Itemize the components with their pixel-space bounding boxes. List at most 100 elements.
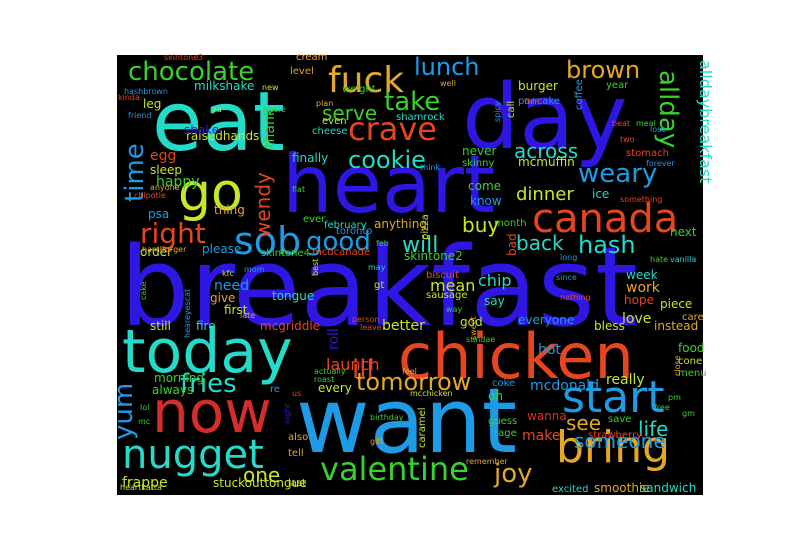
word-hash: hash bbox=[578, 231, 636, 259]
word-vanilla: vanilla bbox=[670, 255, 696, 264]
word-alldaybreakfast: alldaybreakfast bbox=[696, 60, 715, 183]
word-rage: rage bbox=[494, 428, 517, 439]
word-start: start bbox=[562, 372, 664, 423]
word-best: best bbox=[311, 259, 320, 276]
word-day: day bbox=[462, 65, 628, 170]
word-eat: eat bbox=[152, 75, 285, 170]
word-mcmuffin: mcmuffin bbox=[518, 155, 575, 169]
word-tongue: tongue bbox=[272, 289, 314, 303]
word-oh: oh bbox=[488, 389, 503, 403]
word-launch: launch bbox=[326, 355, 379, 374]
word-across: across bbox=[514, 139, 578, 163]
word-roll: roll bbox=[326, 328, 342, 350]
word-spicy: spicy bbox=[493, 101, 502, 122]
word-nugget: nugget bbox=[122, 432, 264, 478]
word-work: work bbox=[626, 280, 661, 296]
word-sob: sob bbox=[234, 219, 301, 263]
word-better: better bbox=[382, 318, 425, 334]
word-piece: piece bbox=[660, 297, 692, 311]
word-save: save bbox=[608, 414, 631, 425]
word-bad: bad bbox=[505, 233, 519, 256]
word-shamrock: shamrock bbox=[396, 112, 445, 123]
word-ice: ice bbox=[592, 187, 609, 201]
word-feb: feb bbox=[376, 239, 389, 248]
word-valentine: valentine bbox=[320, 450, 469, 488]
word-god: god bbox=[460, 315, 483, 329]
word-last: last bbox=[288, 478, 306, 489]
word-menu: menu bbox=[678, 368, 707, 379]
word-happy: happy bbox=[156, 174, 200, 190]
word-ill: ill bbox=[352, 355, 374, 385]
word-anything: anything bbox=[374, 217, 427, 231]
word-brown: brown bbox=[566, 56, 640, 84]
word-something: something bbox=[620, 195, 662, 204]
word-tell: tell bbox=[288, 448, 304, 459]
word-fire: fire bbox=[196, 319, 216, 333]
word-go: go bbox=[178, 163, 243, 223]
word-time: time bbox=[120, 143, 150, 202]
word-morning: morning bbox=[154, 371, 204, 385]
word-february: february bbox=[324, 220, 367, 231]
word-sausage: sausage bbox=[426, 290, 468, 301]
word-want: want bbox=[296, 369, 517, 474]
word-beat: beat bbox=[612, 119, 630, 128]
word-ever: ever bbox=[303, 214, 326, 225]
word-year: year bbox=[606, 80, 629, 91]
word-weary: weary bbox=[578, 159, 657, 189]
word-sandwich: sandwich bbox=[640, 481, 696, 495]
word-good: good bbox=[306, 227, 371, 257]
word-joy: joy bbox=[493, 459, 533, 489]
word-bring: bring bbox=[556, 422, 670, 473]
word-mcdonald: mcdonald bbox=[530, 378, 599, 394]
word-kinda: kinda bbox=[118, 93, 140, 102]
word-buy: buy bbox=[462, 213, 499, 237]
word-coke: coke bbox=[492, 378, 515, 389]
word-coffee: coffee bbox=[574, 79, 585, 110]
word-back: back bbox=[516, 231, 564, 255]
word-late: late bbox=[240, 311, 255, 320]
word-since: since bbox=[556, 273, 577, 282]
word-anyone: anyone bbox=[150, 183, 180, 192]
word-nothing: nothing bbox=[560, 293, 591, 302]
word-gift: gift bbox=[370, 437, 383, 446]
word-close: close bbox=[673, 355, 682, 376]
word-canada: canada bbox=[532, 196, 678, 242]
word-come: come bbox=[468, 179, 501, 193]
word-ya: ya bbox=[212, 105, 222, 114]
word-chipotle: chipotle bbox=[134, 191, 166, 200]
word-allday: allday bbox=[653, 70, 683, 148]
word-night: night bbox=[283, 403, 292, 424]
word-lose: lose bbox=[650, 125, 666, 134]
word-finally: finally bbox=[292, 151, 328, 165]
word-never: never bbox=[462, 144, 496, 158]
word-psa: psa bbox=[148, 207, 169, 221]
word-also: also bbox=[288, 432, 308, 443]
word-fries: fries bbox=[180, 369, 237, 399]
word-skintone2: skintone2 bbox=[404, 249, 463, 263]
word-need: need bbox=[214, 278, 249, 294]
word-instead: instead bbox=[654, 319, 698, 333]
word-wanna: wanna bbox=[527, 409, 567, 423]
word-mom: mom bbox=[244, 265, 265, 274]
word-heart: heart bbox=[282, 138, 495, 231]
word-lol: lol bbox=[140, 403, 149, 412]
word-skintone3: skintone3 bbox=[164, 53, 203, 62]
word-caramel: caramel bbox=[417, 407, 428, 448]
word-new: new bbox=[262, 83, 279, 92]
word-mc: mc bbox=[138, 417, 150, 426]
word-everyone: everyone bbox=[518, 313, 574, 327]
word-today: today bbox=[122, 317, 293, 387]
word-birthday: birthday bbox=[370, 413, 404, 422]
word-chip: chip bbox=[478, 271, 512, 290]
word-shake: shake bbox=[184, 123, 219, 137]
word-plan: plan bbox=[316, 99, 333, 108]
word-every: every bbox=[318, 381, 352, 395]
word-mcchicken: mcchicken bbox=[410, 389, 453, 398]
word-skinny: skinny bbox=[462, 158, 494, 169]
word-roast: roast bbox=[314, 375, 334, 384]
word-may: may bbox=[368, 263, 386, 272]
word-bless: bless bbox=[594, 319, 625, 333]
word-feel: feel bbox=[402, 367, 417, 376]
word-long: long bbox=[560, 253, 577, 262]
word-pizza: pizza bbox=[420, 214, 431, 240]
